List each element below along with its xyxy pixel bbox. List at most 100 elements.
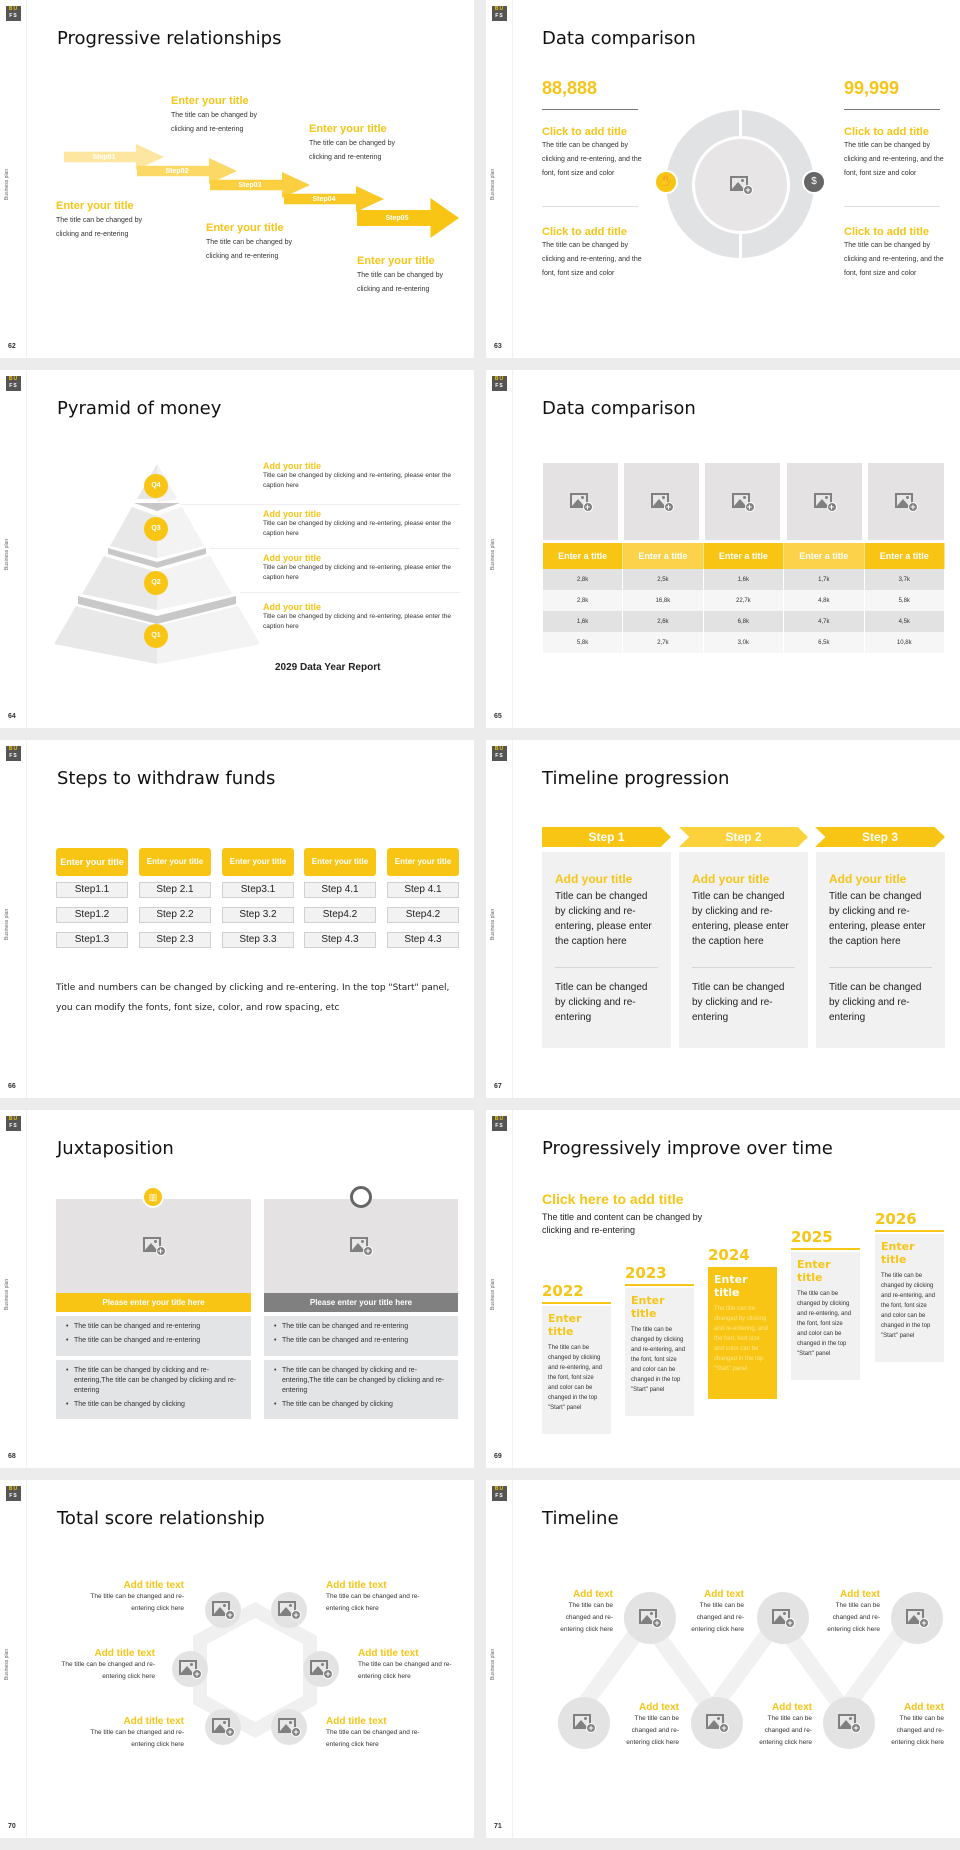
column-header[interactable]: Enter a title	[703, 543, 785, 569]
step-box[interactable]: Step 2.1	[139, 882, 211, 898]
timeline-item-3: Add text The title can be changed and re…	[827, 1589, 880, 1633]
left-value: 88,888	[542, 78, 598, 98]
divider	[26, 1110, 27, 1468]
year-card-2024: Enter title The title can be changed by …	[708, 1267, 777, 1399]
image-placeholder[interactable]: +	[692, 136, 790, 234]
image-placeholder-3[interactable]: +	[705, 463, 780, 540]
image-circle[interactable]: +	[558, 1697, 610, 1749]
step-box[interactable]: Step4.2	[304, 907, 376, 923]
step-box[interactable]: Step1.1	[56, 882, 128, 898]
column-header[interactable]: Enter a title	[543, 543, 624, 569]
slide-65[interactable]: BU FS Business plan 65 Data comparison + …	[486, 370, 960, 728]
step-box[interactable]: Step 4.1	[304, 882, 376, 898]
slide-70[interactable]: BU FS Business plan 70 Total score relati…	[0, 1480, 474, 1838]
clock-icon	[350, 1186, 372, 1208]
divider	[512, 1110, 513, 1468]
table-header-row: Enter a title Enter a title Enter a titl…	[543, 543, 946, 569]
image-circle[interactable]: +	[205, 1709, 241, 1745]
column-head-3[interactable]: Enter your title	[222, 848, 294, 876]
side-label: Business plan	[490, 908, 496, 940]
table-row: 1,6k 2,6k 6,8k 4,7k 4,5k	[543, 611, 946, 632]
divider	[512, 0, 513, 358]
info-block-4: Click to add title The title can be chan…	[844, 226, 944, 277]
image-circle[interactable]: +	[205, 1592, 241, 1628]
add-image-icon: +	[906, 1609, 929, 1628]
image-circle[interactable]: +	[823, 1697, 875, 1749]
table-cell: 5,8k	[543, 632, 624, 653]
slide-69[interactable]: BU FS Business plan 69 Progressively impr…	[486, 1110, 960, 1468]
image-circle[interactable]: +	[303, 1651, 339, 1687]
add-image-icon: +	[730, 176, 753, 195]
step-box[interactable]: Step3.1	[222, 882, 294, 898]
slide-62[interactable]: BU FS Business plan 62 Progressive relati…	[0, 0, 474, 358]
image-circle[interactable]: +	[172, 1651, 208, 1687]
add-image-icon: +	[569, 492, 593, 512]
level-badge-q3: Q3	[144, 517, 168, 541]
image-circle[interactable]: +	[757, 1592, 809, 1644]
slide-63[interactable]: BU FS Business plan 63 Data comparison 88…	[486, 0, 960, 358]
column-head-1[interactable]: Enter your title	[56, 848, 128, 876]
brand-logo: BU FS	[6, 376, 21, 391]
add-image-icon: +	[639, 1609, 662, 1628]
image-placeholder-1[interactable]: +	[543, 463, 618, 540]
step-box[interactable]: Step 4.3	[304, 932, 376, 948]
year-label: 2024	[708, 1246, 750, 1264]
side-label: Business plan	[490, 1278, 496, 1310]
image-placeholder-right[interactable]: +	[264, 1199, 458, 1293]
image-placeholder-4[interactable]: +	[787, 463, 862, 540]
year-card-2023: Enter title The title can be changed by …	[625, 1288, 694, 1416]
step-card-2: Add your title Title can be changed by c…	[679, 852, 808, 1048]
year-card-2022: Enter title The title can be changed by …	[542, 1306, 611, 1434]
panel-banner-right[interactable]: Please enter your title here	[264, 1293, 458, 1312]
image-placeholder-5[interactable]: +	[868, 463, 944, 540]
table-cell: 2,7k	[622, 632, 704, 653]
page-number: 69	[494, 1453, 502, 1460]
divider	[180, 504, 460, 505]
slide-71[interactable]: BU FS Business plan 71 Timeline + + + + +…	[486, 1480, 960, 1838]
column-header[interactable]: Enter a title	[622, 543, 704, 569]
slide-64[interactable]: BU FS Business plan 64 Pyramid of money Q…	[0, 370, 474, 728]
step-box[interactable]: Step 3.2	[222, 907, 294, 923]
image-placeholder-left[interactable]: +	[56, 1199, 251, 1293]
step-card-1: Add your title Title can be changed by c…	[542, 852, 671, 1048]
data-table: Enter a title Enter a title Enter a titl…	[543, 543, 946, 653]
info-block-2: Click to add title The title can be chan…	[542, 226, 642, 277]
column-head-5[interactable]: Enter your title	[387, 848, 459, 876]
step-box[interactable]: Step 4.1	[387, 882, 459, 898]
image-circle[interactable]: +	[891, 1592, 943, 1644]
column-header[interactable]: Enter a title	[864, 543, 946, 569]
text-block-4: Enter your title The title can be change…	[309, 123, 396, 161]
level-badge-q4: Q4	[144, 474, 168, 498]
table-cell: 1,6k	[703, 569, 785, 590]
add-image-icon: +	[278, 1718, 301, 1737]
pyramid-graphic	[54, 464, 260, 664]
year-card-2025: Enter title The title can be changed by …	[791, 1252, 860, 1380]
image-circle[interactable]: +	[271, 1592, 307, 1628]
score-item-4: Add title text The title can be changed …	[358, 1648, 452, 1680]
step-box[interactable]: Step1.2	[56, 907, 128, 923]
page-number: 65	[494, 713, 502, 720]
step-box[interactable]: Step4.2	[387, 907, 459, 923]
image-circle[interactable]: +	[691, 1697, 743, 1749]
step-box[interactable]: Step 2.2	[139, 907, 211, 923]
column-head-2[interactable]: Enter your title	[139, 848, 211, 876]
image-placeholder-2[interactable]: +	[624, 463, 699, 540]
side-label: Business plan	[490, 168, 496, 200]
image-circle[interactable]: +	[271, 1709, 307, 1745]
add-image-icon: +	[838, 1714, 861, 1733]
step-box[interactable]: Step1.3	[56, 932, 128, 948]
step-box[interactable]: Step 4.3	[387, 932, 459, 948]
slide-66[interactable]: BU FS Business plan 66 Steps to withdraw …	[0, 740, 474, 1098]
step-box[interactable]: Step 3.3	[222, 932, 294, 948]
column-head-4[interactable]: Enter your title	[304, 848, 376, 876]
panel-banner-left[interactable]: Please enter your title here	[56, 1293, 251, 1312]
step-box[interactable]: Step 2.3	[139, 932, 211, 948]
level-badge-q2: Q2	[144, 571, 168, 595]
slide-67[interactable]: BU FS Business plan 67 Timeline progressi…	[486, 740, 960, 1098]
slide-68[interactable]: BU FS Business plan 68 Juxtaposition + ▥ …	[0, 1110, 474, 1468]
column-header[interactable]: Enter a title	[783, 543, 865, 569]
image-circle[interactable]: +	[624, 1592, 676, 1644]
slide-title: Steps to withdraw funds	[57, 768, 276, 789]
add-image-icon: +	[179, 1660, 202, 1679]
table-cell: 3,0k	[703, 632, 785, 653]
